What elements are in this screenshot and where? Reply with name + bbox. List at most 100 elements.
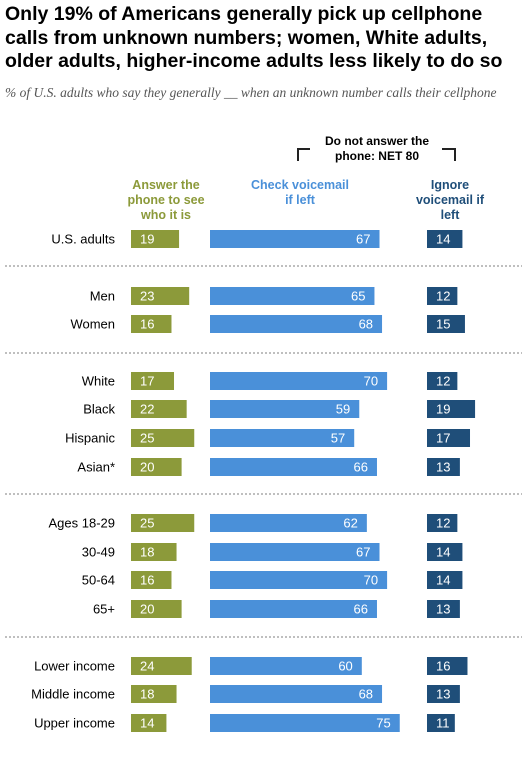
bar-ignore-asian: [427, 458, 460, 476]
bar-ignore-men: [427, 287, 458, 305]
value-label-ignore-30-49: 14: [436, 545, 450, 560]
net-bracket-gap: [310, 144, 442, 152]
value-label-answer-30-49: 18: [140, 545, 154, 560]
value-label-answer-men: 23: [140, 289, 154, 304]
category-label-white: White: [82, 374, 115, 389]
bar-check-65: [210, 600, 377, 618]
bar-ignore-white: [427, 372, 458, 390]
value-label-check-u-s-adults: 67: [356, 232, 370, 247]
bar-answer-ages-18-29: [131, 514, 195, 532]
bar-check-asian: [210, 458, 377, 476]
bar-ignore-ages-18-29: [427, 514, 458, 532]
value-label-answer-65: 20: [140, 602, 154, 617]
value-label-answer-black: 22: [140, 402, 154, 417]
bar-answer-30-49: [131, 543, 177, 561]
bar-ignore-upper-income: [427, 714, 455, 732]
bar-answer-asian: [131, 458, 182, 476]
value-label-answer-asian: 20: [140, 460, 154, 475]
value-label-ignore-white: 12: [436, 374, 450, 389]
value-label-ignore-upper-income: 11: [436, 716, 450, 731]
value-label-ignore-ages-18-29: 12: [436, 516, 450, 531]
bar-check-middle-income: [210, 685, 383, 703]
column-header-check: Check voicemail if left: [251, 178, 349, 207]
value-label-check-upper-income: 75: [376, 716, 390, 731]
category-label-ages-18-29: Ages 18-29: [49, 516, 116, 531]
value-label-check-black: 59: [336, 402, 350, 417]
value-label-answer-ages-18-29: 25: [140, 516, 154, 531]
value-label-check-asian: 66: [354, 460, 368, 475]
category-label-hispanic: Hispanic: [65, 431, 115, 446]
bar-answer-upper-income: [131, 714, 167, 732]
value-label-check-women: 68: [359, 317, 373, 332]
bar-check-ages-18-29: [210, 514, 367, 532]
chart-title: Only 19% of Americans generally pick up …: [5, 3, 503, 72]
bar-ignore-middle-income: [427, 685, 460, 703]
bar-check-women: [210, 315, 383, 333]
chart-subtitle: % of U.S. adults who say they generally …: [5, 85, 497, 100]
category-label-asian: Asian*: [77, 460, 115, 475]
value-label-ignore-lower-income: 16: [436, 659, 450, 674]
bar-ignore-lower-income: [427, 657, 468, 675]
bar-ignore-65: [427, 600, 460, 618]
category-label-upper-income: Upper income: [34, 716, 115, 731]
value-label-ignore-hispanic: 17: [436, 431, 450, 446]
bar-answer-black: [131, 400, 187, 418]
category-label-lower-income: Lower income: [34, 659, 115, 674]
value-label-check-white: 70: [364, 374, 378, 389]
bar-ignore-hispanic: [427, 429, 471, 447]
bar-ignore-black: [427, 400, 476, 418]
value-label-check-65: 66: [354, 602, 368, 617]
bar-check-men: [210, 287, 375, 305]
value-label-ignore-women: 15: [436, 317, 450, 332]
value-label-check-lower-income: 60: [338, 659, 352, 674]
value-label-ignore-50-64: 14: [436, 573, 450, 588]
category-label-middle-income: Middle income: [31, 687, 115, 702]
bar-answer-women: [131, 315, 172, 333]
value-label-ignore-black: 19: [436, 402, 450, 417]
value-label-answer-u-s-adults: 19: [140, 232, 154, 247]
category-label-women: Women: [70, 317, 115, 332]
value-label-answer-hispanic: 25: [140, 431, 154, 446]
category-label-men: Men: [90, 289, 115, 304]
bar-answer-white: [131, 372, 175, 390]
value-label-answer-lower-income: 24: [140, 659, 154, 674]
net-label: Do not answer the phone: NET 80: [324, 134, 429, 163]
category-label-65: 65+: [93, 602, 115, 617]
bar-answer-men: [131, 287, 190, 305]
value-label-check-hispanic: 57: [331, 431, 345, 446]
bar-check-30-49: [210, 543, 380, 561]
category-label-50-64: 50-64: [82, 573, 115, 588]
value-label-answer-50-64: 16: [140, 573, 154, 588]
bar-answer-50-64: [131, 571, 172, 589]
value-label-ignore-men: 12: [436, 289, 450, 304]
category-label-30-49: 30-49: [82, 545, 115, 560]
value-label-check-middle-income: 68: [359, 687, 373, 702]
bar-ignore-u-s-adults: [427, 230, 463, 248]
value-label-check-men: 65: [351, 289, 365, 304]
value-label-answer-middle-income: 18: [140, 687, 154, 702]
bar-check-white: [210, 372, 388, 390]
bar-ignore-50-64: [427, 571, 463, 589]
value-label-check-50-64: 70: [364, 573, 378, 588]
column-header-ignore: Ignore voicemail if left: [415, 178, 485, 222]
bar-answer-u-s-adults: [131, 230, 180, 248]
column-header-answer: Answer the phone to see who it is: [127, 178, 205, 222]
value-label-ignore-asian: 13: [436, 460, 450, 475]
bar-check-lower-income: [210, 657, 362, 675]
bar-ignore-women: [427, 315, 465, 333]
bar-answer-lower-income: [131, 657, 192, 675]
value-label-ignore-65: 13: [436, 602, 450, 617]
value-label-check-30-49: 67: [356, 545, 370, 560]
category-label-u-s-adults: U.S. adults: [51, 232, 115, 247]
bar-answer-hispanic: [131, 429, 195, 447]
bar-check-u-s-adults: [210, 230, 380, 248]
bar-check-black: [210, 400, 360, 418]
bar-check-hispanic: [210, 429, 355, 447]
value-label-answer-women: 16: [140, 317, 154, 332]
value-label-ignore-middle-income: 13: [436, 687, 450, 702]
bar-answer-middle-income: [131, 685, 177, 703]
bar-check-upper-income: [210, 714, 400, 732]
category-label-black: Black: [83, 402, 115, 417]
bar-check-50-64: [210, 571, 388, 589]
